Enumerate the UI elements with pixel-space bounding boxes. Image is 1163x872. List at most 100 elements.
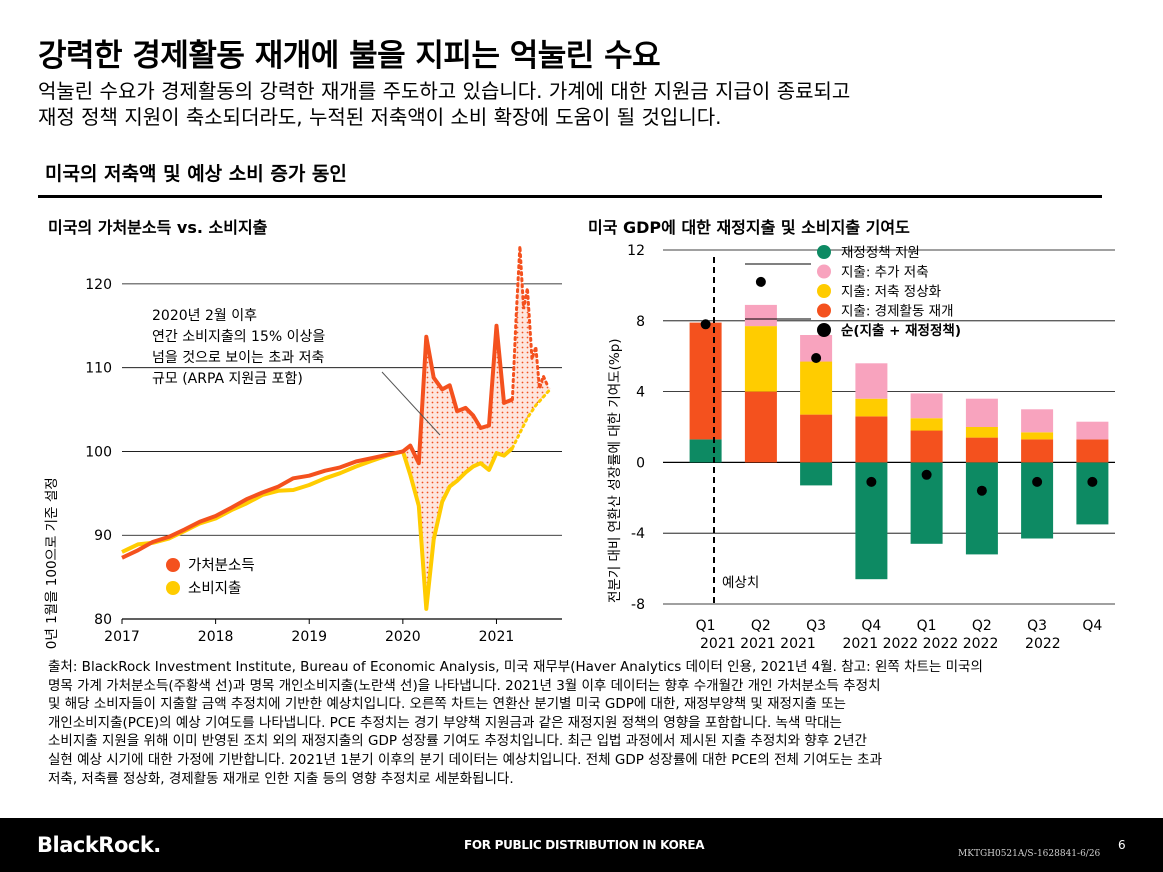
right-y-tick-label: 12 [627, 243, 645, 259]
bar-segment [965, 437, 998, 463]
net-marker [755, 276, 766, 287]
right-x-tick-label: Q3 [806, 618, 826, 634]
bar-segment [1021, 409, 1054, 433]
bar-segment [965, 427, 998, 438]
bar-segment [1076, 421, 1109, 440]
net-marker [700, 319, 711, 330]
bar-segment [855, 363, 888, 399]
bar-segment [1076, 462, 1109, 525]
right-x-tick-label: Q1 [696, 618, 716, 634]
legend-marker [817, 284, 831, 298]
right-y-tick-label: -8 [631, 597, 645, 613]
page-number: 6 [1118, 838, 1126, 852]
bar-segment [800, 414, 833, 463]
bar-segment [1076, 439, 1109, 463]
legend-income-marker [166, 558, 180, 572]
left-x-tick-label: 2019 [291, 629, 327, 645]
left-y-axis-label: 2020년 1월을 100으로 기준 설정 [44, 477, 60, 650]
footer-bar: BlackRock. FOR PUBLIC DISTRIBUTION IN KO… [0, 818, 1163, 872]
net-marker [1032, 476, 1043, 487]
page-subtitle: 억눌린 수요가 경제활동의 강력한 재개를 주도하고 있습니다. 가계에 대한 … [38, 78, 850, 130]
legend-spending-marker [166, 581, 180, 595]
annotation-line-2: 연간 소비지출의 15% 이상을 [152, 329, 325, 345]
legend-marker [817, 303, 831, 318]
footnote-line: 명목 가계 가처분소득(주황색 선)과 명목 개인소비지출(노란색 선)을 나타… [48, 677, 881, 694]
right-x-tick-label: Q2 [972, 618, 992, 634]
left-x-tick-label: 2021 [479, 629, 515, 645]
footnote-line: 및 해당 소비자들이 지출할 금액 추정치에 기반한 예상치입니다. 오른쪽 차… [48, 696, 846, 713]
right-chart-title: 미국 GDP에 대한 재정지출 및 소비지출 기여도 [588, 218, 910, 237]
bar-segment [744, 391, 777, 463]
left-x-tick-label: 2018 [198, 629, 234, 645]
legend-income-label: 가처분소득 [188, 557, 255, 574]
section-title: 미국의 저축액 및 예상 소비 증가 동인 [45, 163, 347, 185]
right-y-tick-label: 8 [636, 314, 645, 330]
bar-segment [689, 322, 722, 440]
document-code: MKTGH0521A/S-1628841-6/26 [958, 849, 1101, 859]
right-x-tick-label: Q4 [1082, 618, 1102, 634]
footnote-line: 저축, 저축률 정상화, 경제활동 재개로 인한 지출 등의 영향 추정치로 세… [48, 770, 514, 787]
income-vs-spending-chart: 80 90 100 110 120 2017 2018 2019 2020 2021 2020년 … [44, 246, 562, 650]
left-x-tick-label: 2017 [104, 629, 140, 645]
annotation-line-3: 넘을 것으로 보이는 초과 저축 [152, 350, 324, 366]
legend-marker [817, 264, 831, 279]
left-chart-title: 미국의 가처분소득 vs. 소비지출 [48, 218, 268, 237]
legend-label: 지출: 저축 정상화 [841, 284, 941, 300]
legend-marker [817, 245, 831, 259]
forecast-label: 예상치 [722, 575, 759, 591]
left-x-tick-label: 2020 [385, 629, 421, 645]
spending-forecast-line [510, 387, 553, 450]
right-x-tick-label: Q2 [751, 618, 771, 634]
income-line [121, 323, 514, 560]
excess-savings-area [402, 246, 551, 609]
subtitle-line-1: 억눌린 수요가 경제활동의 강력한 재개를 주도하고 있습니다. 가계에 대한 … [38, 79, 851, 103]
footnote-line: 소비지출 지원을 위해 이미 반영된 조치 외의 재정지출의 GDP 성장률 기… [48, 733, 867, 750]
bar-segment [1021, 462, 1054, 539]
right-y-tick-label: 4 [636, 385, 645, 401]
footnote-line: 실현 예상 시기에 대한 가정에 기반합니다. 2021년 1분기 이후의 분기… [48, 751, 882, 768]
footnote-line: 개인소비지출(PCE)의 예상 기여도를 나타냅니다. PCE 추정치는 경기 … [48, 714, 842, 731]
left-y-tick-label: 120 [85, 277, 112, 293]
bar-segment [744, 326, 777, 392]
bar-segment [744, 304, 777, 327]
legend-label: 순(지출 + 재정정책) [841, 322, 961, 339]
bar-segment [910, 430, 943, 463]
legend-label: 재정정책 지원 [841, 245, 920, 261]
gdp-contribution-chart: 예상치 -8 -4 0 4 8 12 Q1 Q2 Q3 Q4 Q1 Q2 Q3 Q4 전분기 대비 연환산… [607, 243, 1115, 652]
left-y-tick-label: 100 [85, 444, 112, 460]
legend-label: 지출: 추가 저축 [841, 265, 929, 281]
bar-segment [965, 398, 998, 427]
bar-segment [855, 398, 888, 417]
legend-marker [817, 323, 831, 337]
net-marker [1087, 476, 1098, 487]
blackrock-logo: BlackRock. [37, 833, 161, 857]
section-divider [38, 195, 1102, 198]
right-y-tick-label: 0 [636, 455, 645, 471]
legend-spending-label: 소비지출 [188, 580, 241, 597]
bar-segment [910, 418, 943, 431]
annotation-line-4: 규모 (ARPA 지원금 포함) [152, 371, 303, 387]
left-y-tick-label: 80 [94, 612, 112, 628]
bar-segment [965, 462, 998, 555]
bar-segment [855, 416, 888, 463]
net-marker [921, 469, 932, 480]
bar-segment [1021, 439, 1054, 463]
bar-segment [689, 439, 722, 463]
bar-segment [1021, 432, 1054, 440]
right-y-axis-label: 전분기 대비 연환산 성장률에 대한 기여도(%p) [607, 338, 623, 603]
footnote-line: 출처: BlackRock Investment Institute, Bure… [48, 659, 983, 675]
x-year-row: 2021 2021 2021 2021 2022 2022 2022 2022 [700, 636, 1061, 652]
annotation-leader-line [381, 371, 441, 436]
page-title: 강력한 경제활동 재개에 불을 지피는 억눌린 수요 [38, 38, 661, 74]
net-marker [976, 485, 987, 496]
bar-segment [910, 393, 943, 419]
right-x-tick-label: Q4 [861, 618, 881, 634]
distribution-notice: FOR PUBLIC DISTRIBUTION IN KOREA [464, 838, 705, 852]
right-x-tick-label: Q1 [917, 618, 937, 634]
net-marker [866, 476, 877, 487]
left-y-tick-label: 110 [85, 361, 112, 377]
bar-segment [800, 361, 833, 415]
footnote: 출처: BlackRock Investment Institute, Bure… [48, 658, 1118, 788]
right-y-tick-label: -4 [631, 526, 645, 542]
income-forecast-line [510, 246, 549, 401]
